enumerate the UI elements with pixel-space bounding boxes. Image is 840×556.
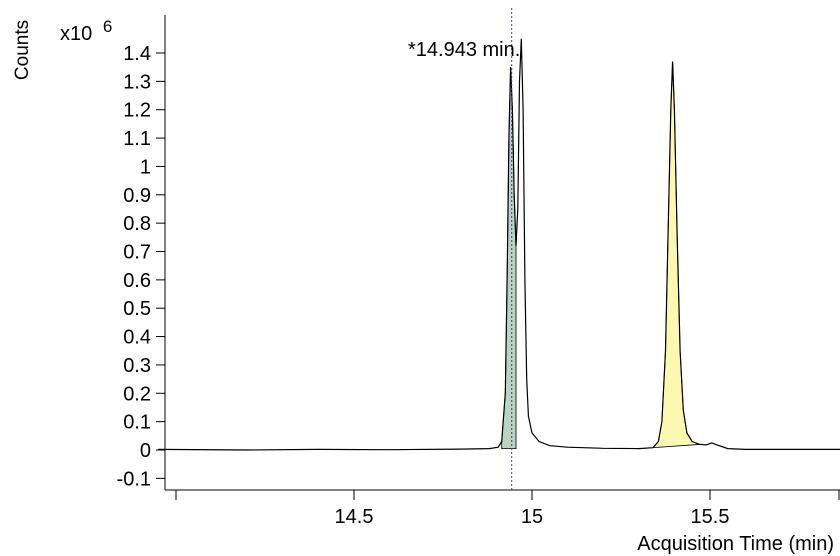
shaded-peaks xyxy=(501,61,702,450)
y-tick-label: 1.4 xyxy=(123,43,151,65)
y-multiplier-base: x10 xyxy=(60,23,92,45)
retention-time-label: *14.943 min. xyxy=(408,39,520,61)
x-axis-title: Acquisition Time (min) xyxy=(637,533,834,555)
y-tick-label: 1.1 xyxy=(123,128,151,150)
y-tick-label: 0.3 xyxy=(123,355,151,377)
y-tick-label: 0.4 xyxy=(123,327,151,349)
y-axis-title: Counts xyxy=(12,20,33,80)
y-tick-label: 0.5 xyxy=(123,298,151,320)
series-line-1 xyxy=(158,38,840,451)
y-multiplier-exponent: 6 xyxy=(103,17,112,36)
y-tick-label: -0.1 xyxy=(117,468,151,490)
x-tick-label: 15.5 xyxy=(691,506,730,528)
y-tick-label: 0.1 xyxy=(123,412,151,434)
y-tick-label: 0.8 xyxy=(123,213,151,235)
series-layer xyxy=(158,38,840,451)
y-ticks: -0.1 0 0.1 0.2 0.3 0.4 0.5 0.6 0.7 0.8 0.9 1 1.1 1.2 1… xyxy=(117,43,165,490)
x-ticks: 14.5 15 15.5 xyxy=(175,490,840,528)
y-tick-label: 0.7 xyxy=(123,242,151,264)
y-tick-label: 1.2 xyxy=(123,100,151,122)
x-tick-label: 15 xyxy=(521,506,543,528)
y-multiplier: x10 6 xyxy=(60,17,112,45)
y-tick-label: 0.9 xyxy=(123,185,151,207)
y-tick-label: 0.2 xyxy=(123,383,151,405)
x-tick-label: 14.5 xyxy=(335,506,374,528)
y-tick-label: 1 xyxy=(140,156,151,178)
y-tick-label: 1.3 xyxy=(123,71,151,93)
y-tick-label: 0 xyxy=(140,440,151,462)
y-tick-label: 0.6 xyxy=(123,270,151,292)
